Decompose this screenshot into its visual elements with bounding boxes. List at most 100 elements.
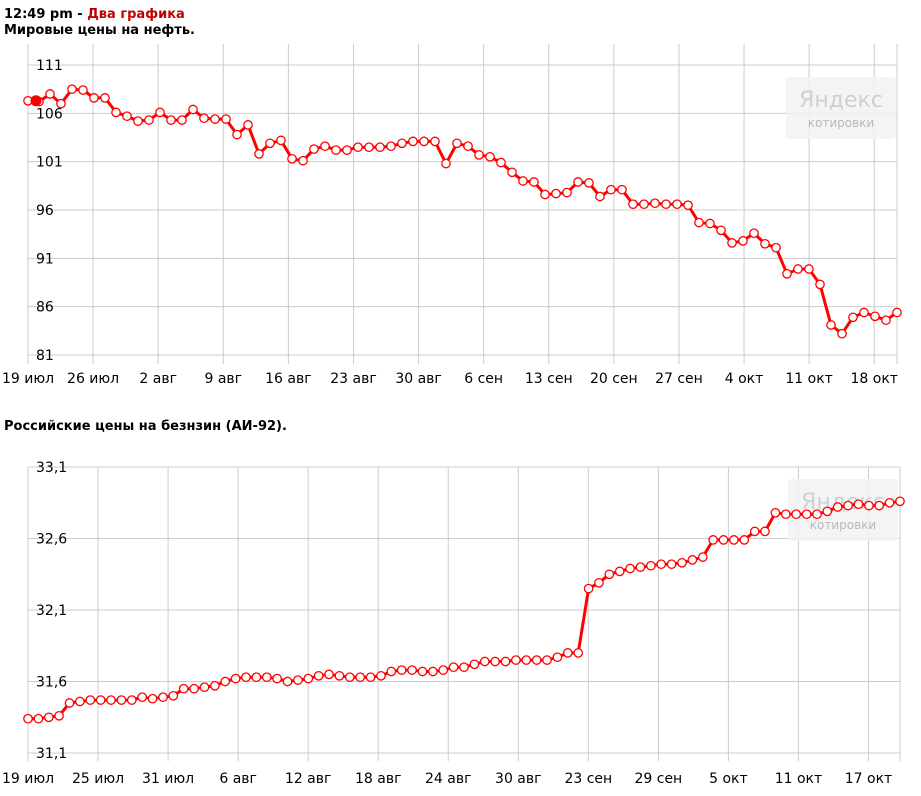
data-point <box>694 217 704 228</box>
data-point <box>672 199 682 210</box>
data-point <box>177 115 187 125</box>
x-tick-label: 4 окт <box>725 371 764 387</box>
current-point-marker <box>30 95 42 107</box>
data-point <box>251 672 262 683</box>
data-point <box>428 666 438 677</box>
data-point <box>419 136 429 147</box>
data-point <box>417 666 428 677</box>
x-tick-label: 6 авг <box>219 771 257 787</box>
data-point <box>147 693 158 704</box>
x-tick-label: 17 окт <box>845 771 892 787</box>
y-tick-label: 96 <box>36 203 54 219</box>
data-point <box>276 135 286 146</box>
data-point <box>562 648 573 658</box>
data-point <box>727 238 737 248</box>
data-point <box>573 648 584 658</box>
x-tick-label: 19 июл <box>2 771 54 787</box>
data-point <box>864 500 874 511</box>
data-point <box>364 142 374 153</box>
data-point <box>770 507 781 518</box>
data-point <box>397 138 407 149</box>
data-point <box>485 151 495 162</box>
data-point <box>521 655 532 665</box>
data-point <box>881 315 891 326</box>
data-point <box>474 150 484 160</box>
data-point <box>430 136 440 147</box>
x-tick-label: 5 окт <box>709 771 748 787</box>
x-tick-label: 25 июл <box>72 771 124 787</box>
data-point <box>438 665 449 675</box>
x-tick-label: 18 окт <box>850 371 897 387</box>
data-point <box>365 672 376 683</box>
data-point <box>490 656 500 667</box>
data-point <box>452 138 462 149</box>
x-tick-label: 9 авг <box>205 371 243 387</box>
data-point <box>155 107 165 118</box>
data-point <box>853 499 864 510</box>
data-point <box>353 142 363 153</box>
data-point <box>33 713 44 724</box>
data-point <box>100 93 110 103</box>
x-tick-label: 24 авг <box>425 771 471 787</box>
data-point <box>293 675 303 685</box>
data-point <box>344 672 355 683</box>
watermark-sub: котировки <box>810 518 876 532</box>
data-point <box>635 562 646 572</box>
y-tick-label: 86 <box>36 300 54 316</box>
data-point <box>106 695 116 705</box>
data-point <box>529 177 539 187</box>
data-point <box>650 198 660 209</box>
header-link[interactable]: Два графика <box>87 7 185 22</box>
data-point <box>199 682 210 693</box>
data-point <box>729 535 739 545</box>
data-point <box>122 111 132 122</box>
data-point <box>126 695 137 705</box>
data-point <box>822 506 833 517</box>
x-tick-label: 31 июл <box>142 771 194 787</box>
data-point <box>64 698 75 708</box>
watermark-sub: котировки <box>808 116 874 130</box>
yandex-watermark: Яндекс котировки <box>786 77 896 139</box>
x-tick-label: 12 авг <box>285 771 331 787</box>
data-point <box>716 225 726 236</box>
data-point <box>111 107 121 118</box>
header-time: 12:49 pm <box>4 7 73 22</box>
data-point <box>639 199 649 210</box>
x-tick-label: 30 авг <box>495 771 541 787</box>
header-separator: - <box>72 7 88 22</box>
data-point <box>85 695 96 705</box>
data-point <box>843 500 853 511</box>
data-point <box>661 199 671 210</box>
data-point <box>540 189 550 200</box>
data-point <box>386 666 397 677</box>
data-point <box>376 670 386 681</box>
y-tick-label: 32,6 <box>36 532 67 548</box>
x-tick-label: 11 окт <box>785 371 832 387</box>
data-point <box>628 199 638 210</box>
data-point <box>760 238 770 249</box>
data-point <box>507 167 517 178</box>
data-point <box>166 115 176 125</box>
data-point <box>287 153 297 164</box>
data-point <box>342 145 352 155</box>
x-tick-label: 13 сен <box>525 371 573 387</box>
data-point <box>782 268 792 279</box>
data-point <box>320 141 330 152</box>
x-tick-label: 6 сен <box>464 371 503 387</box>
data-point <box>812 509 822 520</box>
y-tick-label: 106 <box>36 106 63 122</box>
oil-chart-title: Мировые цены на нефть. <box>4 23 195 38</box>
data-point <box>331 145 341 155</box>
data-point <box>562 187 572 198</box>
data-point <box>230 673 241 684</box>
x-tick-label: 20 сен <box>590 371 638 387</box>
data-point <box>518 176 528 186</box>
data-point <box>23 713 33 724</box>
data-point <box>116 695 127 705</box>
data-point <box>837 328 847 339</box>
page-header: 12:49 pm - Два графика <box>4 6 185 23</box>
y-tick-label: 101 <box>36 155 63 171</box>
data-point <box>614 566 625 577</box>
data-point <box>496 157 506 168</box>
y-tick-label: 32,1 <box>36 603 67 619</box>
